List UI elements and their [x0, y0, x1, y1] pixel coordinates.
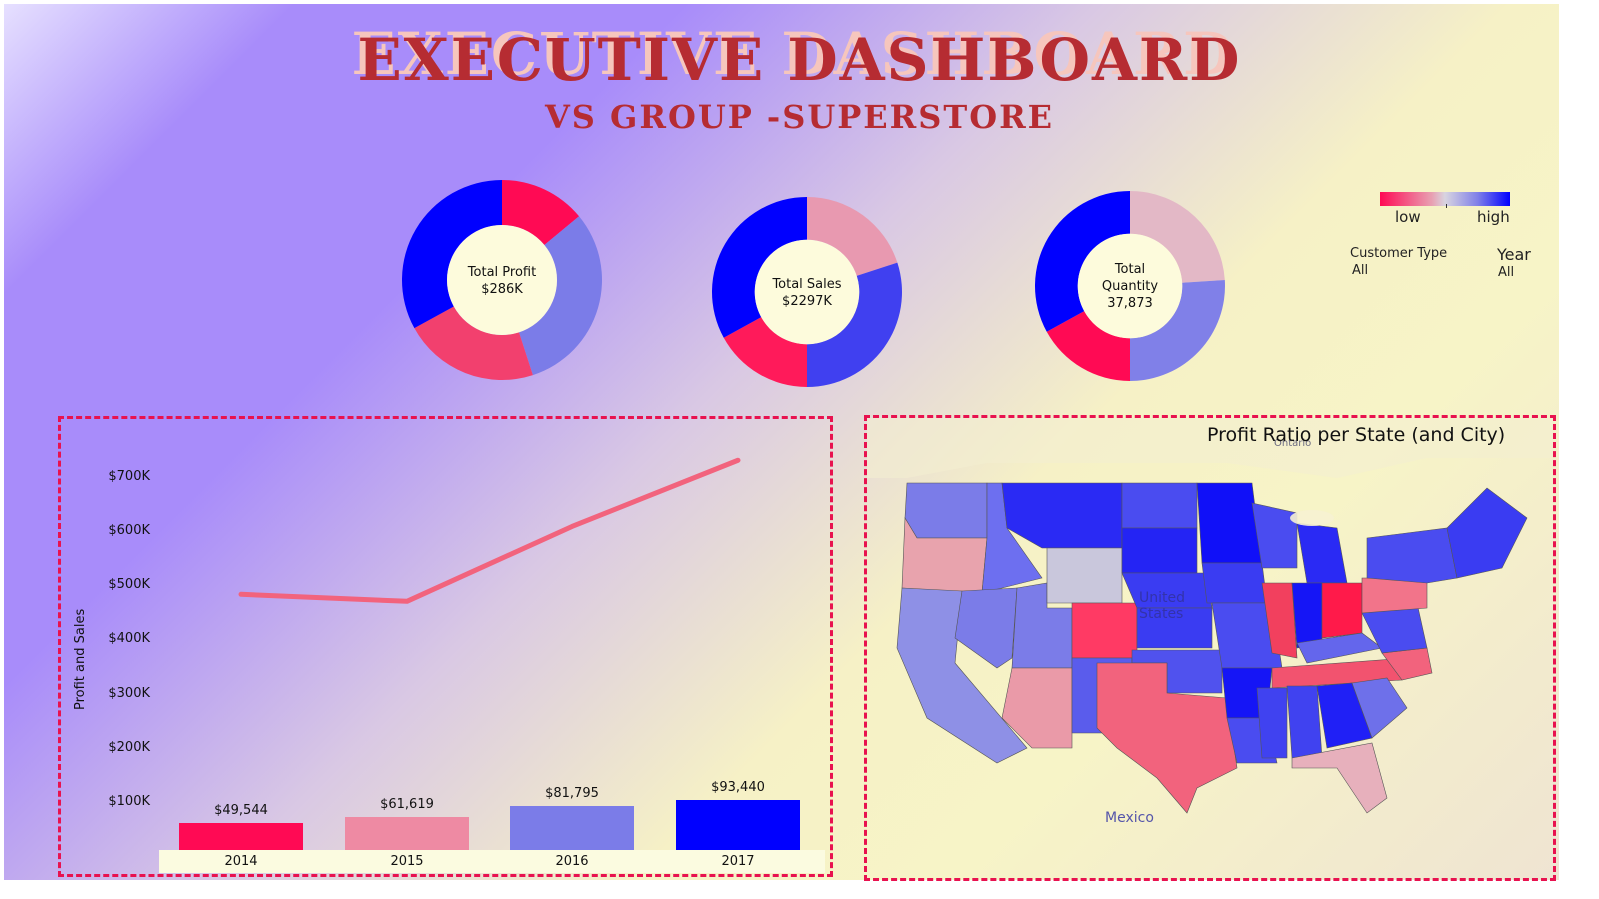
quantity-kpi-value: 37,873: [1107, 296, 1153, 311]
states-label: States: [1139, 606, 1183, 622]
bar-value-label: $61,619: [380, 796, 434, 812]
title-shadow: EXECUTIVE DASHBOARD: [351, 20, 1236, 88]
profit-donut-label: Total Profit $286K: [452, 264, 552, 298]
legend-midpoint-tick: [1446, 204, 1447, 208]
color-legend-bar: [1380, 192, 1510, 206]
profit-donut[interactable]: [400, 178, 604, 382]
bar-2016[interactable]: [510, 805, 634, 850]
sales-kpi-label: Total Sales: [772, 277, 842, 292]
donut-slice[interactable]: [1046, 311, 1130, 381]
page-subtitle: VS GROUP -SUPERSTORE: [544, 98, 1055, 136]
x-tick-label: 2017: [721, 854, 755, 869]
y-tick: $400K: [108, 631, 150, 646]
x-tick-label: 2016: [555, 854, 589, 869]
donut-hole: [754, 239, 860, 345]
donut-slice[interactable]: [402, 180, 502, 329]
quantity-donut[interactable]: [1033, 189, 1227, 383]
x-axis-strip: [159, 850, 825, 873]
y-tick: $200K: [108, 740, 150, 755]
donut-hole: [1077, 233, 1183, 339]
donut-slice[interactable]: [712, 197, 807, 338]
year-filter-value[interactable]: All: [1498, 265, 1515, 280]
quantity-kpi-label: Total: [1114, 262, 1146, 277]
y-tick: $600K: [108, 523, 150, 538]
profit-kpi-value: $286K: [481, 282, 523, 297]
donut-slice[interactable]: [807, 197, 898, 276]
sales-donut-label: Total Sales $2297K: [757, 276, 857, 310]
profit-sales-chart-panel: [58, 416, 833, 877]
quantity-donut-label: Total Quantity 37,873: [1080, 261, 1180, 312]
customer-type-filter-value[interactable]: All: [1352, 263, 1369, 278]
y-tick: $500K: [108, 577, 150, 592]
bar-2015[interactable]: [345, 816, 469, 850]
bar-2017[interactable]: [676, 799, 800, 850]
bar-value-label: $93,440: [711, 779, 765, 795]
bar-2014[interactable]: [179, 823, 303, 850]
united-label: United: [1139, 590, 1185, 606]
map-panel: Ontario United States Mexico Profit Rati…: [864, 415, 1556, 881]
x-tick-label: 2014: [224, 854, 258, 869]
sales-donut[interactable]: [710, 195, 904, 389]
legend-low-label: low: [1395, 208, 1421, 226]
donut-hole: [447, 225, 557, 335]
sales-line[interactable]: [238, 457, 741, 604]
y-tick: $100K: [108, 794, 150, 809]
donut-slice[interactable]: [414, 306, 533, 380]
donut-slice[interactable]: [1130, 280, 1225, 381]
mexico-label: Mexico: [1105, 810, 1154, 826]
donut-slice[interactable]: [723, 317, 807, 387]
y-tick: $700K: [108, 469, 150, 484]
year-filter-label: Year: [1497, 245, 1531, 264]
map-title: Profit Ratio per State (and City): [1207, 424, 1506, 446]
us-profit-map[interactable]: Ontario United States Mexico: [867, 418, 1553, 878]
sales-kpi-value: $2297K: [782, 294, 832, 309]
bar-value-label: $81,795: [545, 785, 599, 801]
legend-high-label: high: [1477, 208, 1510, 226]
x-tick-label: 2015: [390, 854, 424, 869]
y-tick: $300K: [108, 686, 150, 701]
profit-kpi-label: Total Profit: [467, 265, 537, 280]
page-title: EXECUTIVE DASHBOARD: [357, 26, 1242, 94]
donut-slice[interactable]: [807, 262, 902, 387]
quantity-kpi-label2: Quantity: [1101, 279, 1159, 294]
bar-value-label: $49,544: [214, 803, 268, 819]
donut-slice[interactable]: [518, 216, 602, 376]
ontario-label: Ontario: [1274, 438, 1311, 449]
donut-slice[interactable]: [1130, 191, 1225, 283]
customer-type-filter-label: Customer Type: [1350, 246, 1448, 261]
donut-slice[interactable]: [502, 180, 580, 245]
donut-slice[interactable]: [1035, 191, 1130, 332]
